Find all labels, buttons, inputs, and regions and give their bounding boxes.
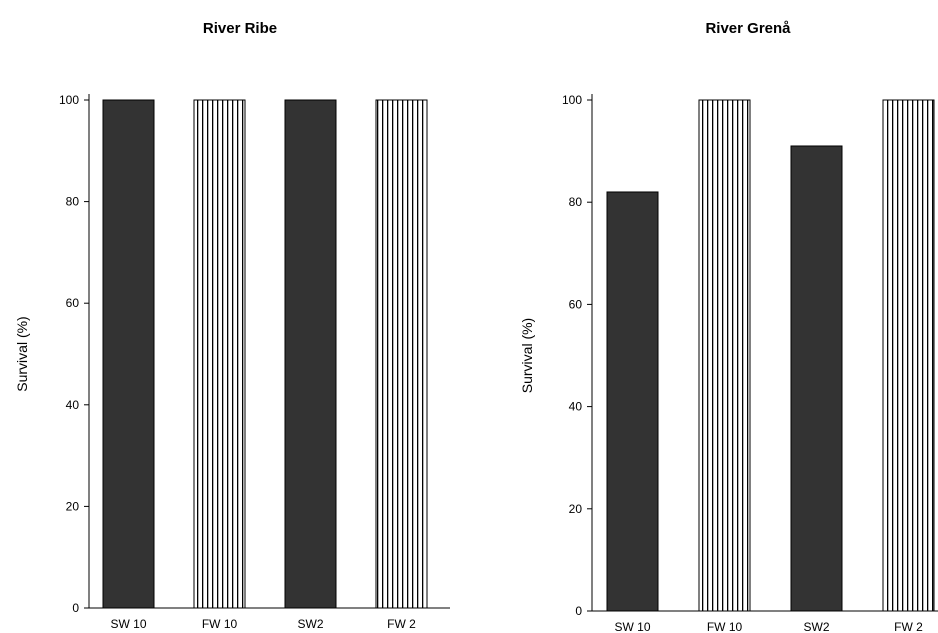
bars — [102, 99, 428, 609]
x-tick-label: SW 10 — [614, 620, 650, 633]
chart-river-ribe: River Ribe Survival (%) 0 20 40 60 80 100 SW … — [14, 20, 450, 631]
chart-river-grena: River Grenå Survival (%) 0 20 40 60 80 100 SW… — [519, 20, 938, 633]
y-ticks: 0 20 40 60 80 100 — [562, 93, 592, 618]
bar-sw10 — [606, 191, 659, 612]
y-tick-label: 20 — [569, 502, 583, 516]
y-tick-label: 100 — [59, 93, 79, 107]
x-tick-label: SW2 — [803, 620, 829, 633]
bars — [606, 99, 935, 612]
y-tick-label: 60 — [569, 297, 583, 311]
x-tick-label: FW 10 — [202, 617, 238, 631]
bar-fw10 — [698, 99, 751, 612]
bar-sw10 — [102, 99, 155, 609]
bar-sw2 — [790, 145, 843, 612]
y-tick-label: 0 — [575, 604, 582, 618]
y-tick-label: 100 — [562, 93, 582, 107]
y-tick-label: 0 — [72, 601, 79, 615]
x-tick-label: FW 2 — [387, 617, 416, 631]
x-tick-label: FW 2 — [894, 620, 923, 633]
y-axis-label: Survival (%) — [14, 316, 30, 391]
chart-title: River Ribe — [203, 20, 277, 37]
x-tick-label: SW 10 — [110, 617, 146, 631]
y-axis-label: Survival (%) — [519, 318, 535, 393]
y-tick-label: 40 — [66, 398, 80, 412]
bar-sw2 — [284, 99, 337, 609]
y-tick-label: 80 — [66, 195, 80, 209]
x-tick-label: FW 10 — [707, 620, 743, 633]
y-tick-label: 60 — [66, 296, 80, 310]
y-tick-label: 80 — [569, 195, 583, 209]
bar-fw10 — [193, 99, 246, 609]
y-tick-label: 40 — [569, 400, 583, 414]
y-tick-label: 20 — [66, 499, 80, 513]
chart-title: River Grenå — [705, 20, 791, 37]
bar-fw2 — [882, 99, 935, 612]
bar-fw2 — [375, 99, 428, 609]
y-ticks: 0 20 40 60 80 100 — [59, 93, 89, 615]
category-labels: SW 10 FW 10 SW2 FW 2 — [614, 620, 923, 633]
category-labels: SW 10 FW 10 SW2 FW 2 — [110, 617, 416, 631]
x-tick-label: SW2 — [297, 617, 323, 631]
